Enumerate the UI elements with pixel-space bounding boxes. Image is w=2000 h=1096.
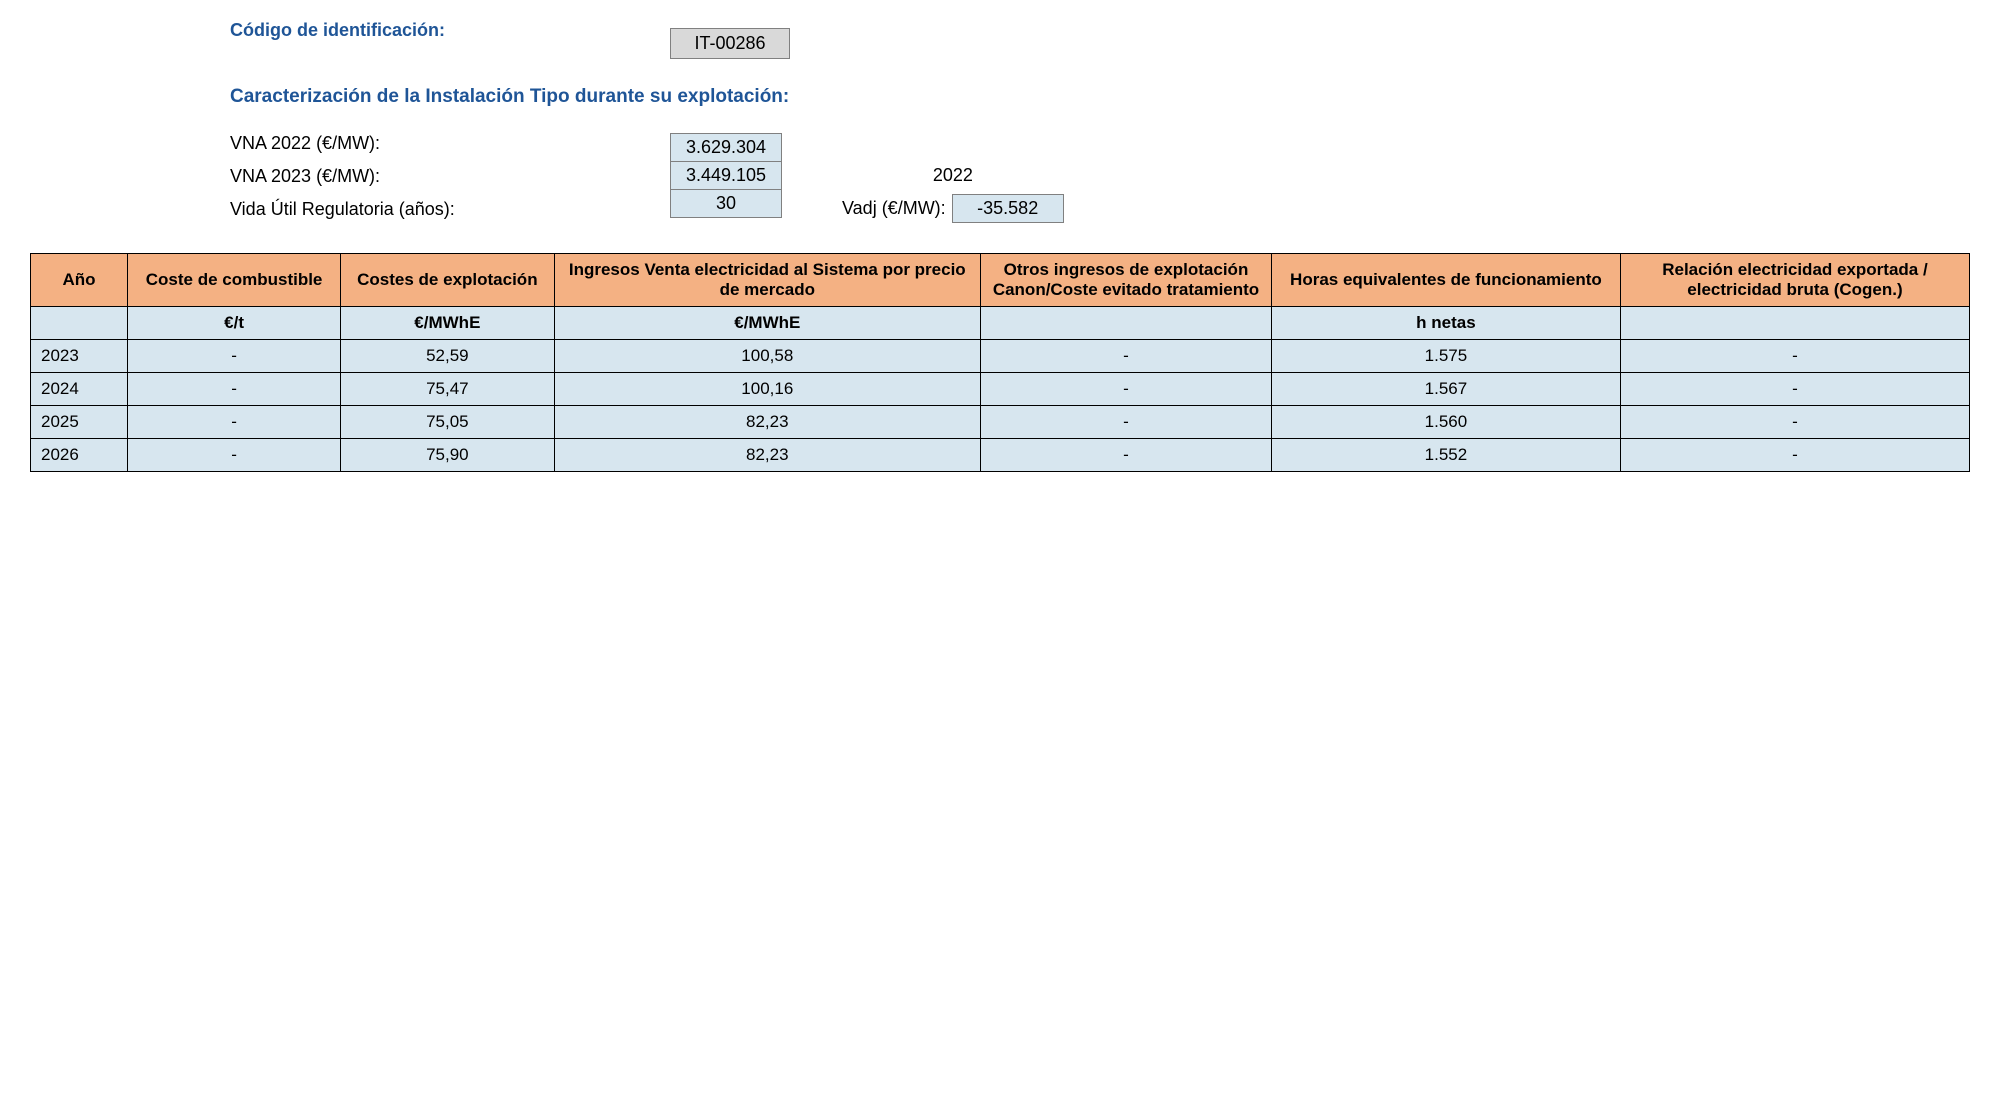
table-cell: 75,47 (341, 373, 554, 406)
year-ref: 2022 (842, 165, 1064, 186)
table-cell: 1.567 (1271, 373, 1620, 406)
table-cell: - (127, 340, 340, 373)
table-cell: 1.560 (1271, 406, 1620, 439)
table-cell: 100,16 (554, 373, 981, 406)
table-row: 2026-75,9082,23-1.552- (31, 439, 1970, 472)
table-row: 2023-52,59100,58-1.575- (31, 340, 1970, 373)
unit-hours: h netas (1271, 307, 1620, 340)
code-label: Código de identificación: (230, 20, 670, 41)
table-cell: - (1620, 439, 1969, 472)
table-cell: 2023 (31, 340, 128, 373)
table-header-row: Año Coste de combustible Costes de explo… (31, 254, 1970, 307)
vadj-value: -35.582 (952, 194, 1064, 223)
table-cell: - (981, 439, 1272, 472)
table-cell: 82,23 (554, 439, 981, 472)
unit-opex: €/MWhE (341, 307, 554, 340)
col-ratio: Relación electricidad exportada / electr… (1620, 254, 1969, 307)
vna2022-label: VNA 2022 (€/MW): (230, 133, 670, 154)
col-opex: Costes de explotación (341, 254, 554, 307)
unit-other (981, 307, 1272, 340)
table-row: 2025-75,0582,23-1.560- (31, 406, 1970, 439)
col-year: Año (31, 254, 128, 307)
table-cell: - (1620, 406, 1969, 439)
table-cell: 100,58 (554, 340, 981, 373)
table-cell: 1.575 (1271, 340, 1620, 373)
col-hours: Horas equivalentes de funcionamiento (1271, 254, 1620, 307)
table-cell: - (1620, 373, 1969, 406)
table-cell: - (127, 406, 340, 439)
life-value: 30 (670, 189, 782, 218)
data-table: Año Coste de combustible Costes de explo… (30, 253, 1970, 472)
unit-fuel: €/t (127, 307, 340, 340)
unit-year (31, 307, 128, 340)
table-cell: 1.552 (1271, 439, 1620, 472)
code-value: IT-00286 (670, 28, 790, 59)
vna2023-value: 3.449.105 (670, 161, 782, 189)
table-cell: - (1620, 340, 1969, 373)
table-cell: - (981, 373, 1272, 406)
unit-income: €/MWhE (554, 307, 981, 340)
table-row: 2024-75,47100,16-1.567- (31, 373, 1970, 406)
header-section: Código de identificación: IT-00286 Carac… (230, 20, 1970, 223)
vadj-label: Vadj (€/MW): (842, 198, 946, 219)
table-cell: - (981, 406, 1272, 439)
table-cell: 82,23 (554, 406, 981, 439)
vna2023-label: VNA 2023 (€/MW): (230, 166, 670, 187)
table-cell: 75,05 (341, 406, 554, 439)
table-cell: - (981, 340, 1272, 373)
life-label: Vida Útil Regulatoria (años): (230, 199, 670, 220)
vna2022-value: 3.629.304 (670, 133, 782, 161)
col-other: Otros ingresos de explotación Canon/Cost… (981, 254, 1272, 307)
subtitle: Caracterización de la Instalación Tipo d… (230, 86, 1970, 108)
unit-ratio (1620, 307, 1969, 340)
table-units-row: €/t €/MWhE €/MWhE h netas (31, 307, 1970, 340)
col-fuel: Coste de combustible (127, 254, 340, 307)
table-cell: 2025 (31, 406, 128, 439)
table-cell: 2026 (31, 439, 128, 472)
table-cell: 52,59 (341, 340, 554, 373)
table-cell: 2024 (31, 373, 128, 406)
table-cell: - (127, 439, 340, 472)
col-income: Ingresos Venta electricidad al Sistema p… (554, 254, 981, 307)
table-cell: - (127, 373, 340, 406)
table-cell: 75,90 (341, 439, 554, 472)
